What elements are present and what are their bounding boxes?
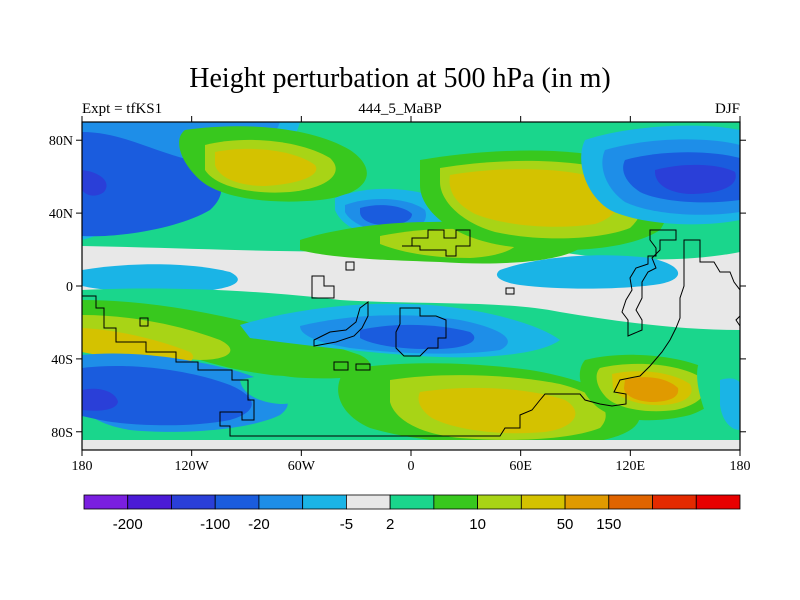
colorbar-swatch <box>564 494 610 510</box>
contour-region <box>720 378 740 430</box>
y-tick-label: 80N <box>49 134 73 149</box>
y-tick-label: 40N <box>49 207 73 222</box>
x-tick-label: 120W <box>175 459 210 474</box>
contour-region <box>82 300 371 379</box>
colorbar-swatch <box>214 494 260 510</box>
colorbar-swatch <box>433 494 479 510</box>
colorbar-swatch <box>652 494 697 510</box>
colorbar-swatch <box>127 494 172 510</box>
experiment-label: Expt = tfKS1 <box>82 101 163 117</box>
contour-region <box>82 440 740 450</box>
y-tick-label: 0 <box>66 280 73 295</box>
colorbar-swatch <box>608 494 653 510</box>
colorbar-label: -5 <box>340 516 353 533</box>
colorbar-swatch <box>302 494 347 510</box>
colorbar-label: 10 <box>469 516 486 533</box>
colorbar-swatch <box>345 494 391 510</box>
colorbar-swatch <box>258 494 304 510</box>
coastline <box>735 315 740 327</box>
x-tick-label: 0 <box>408 459 415 474</box>
colorbar-label: 2 <box>386 516 394 533</box>
y-tick-label: 80S <box>51 426 73 441</box>
contour-region <box>82 264 238 293</box>
coastline <box>333 361 349 371</box>
colorbar-swatch <box>171 494 216 510</box>
contour-region <box>82 365 252 426</box>
figure-title: Height perturbation at 500 hPa (in m) <box>189 63 611 94</box>
contour-region <box>360 205 412 226</box>
coastline <box>139 317 149 327</box>
contour-field <box>82 122 740 450</box>
colorbar-swatch <box>389 494 435 510</box>
colorbar-label: -200 <box>113 516 143 533</box>
x-tick-label: 120E <box>616 459 646 474</box>
colorbar-swatch <box>695 494 741 510</box>
coastline <box>345 261 355 271</box>
contour-region <box>624 377 679 402</box>
coastline <box>82 239 740 437</box>
colorbar-label: 150 <box>596 516 621 533</box>
colorbar-label: -20 <box>248 516 270 533</box>
contour-region <box>449 169 620 227</box>
x-tick-label: 180 <box>730 459 751 474</box>
contour-region <box>82 132 222 237</box>
contour-region <box>240 375 313 404</box>
coastline <box>395 307 447 357</box>
colorbar: -200 -100 -20 -5 2 10 50 150 <box>83 494 741 533</box>
contour-region <box>496 255 679 289</box>
season-label: DJF <box>714 101 740 117</box>
colorbar-swatch <box>477 494 522 510</box>
colorbar-swatch <box>520 494 566 510</box>
contour-region <box>654 164 736 194</box>
coastline <box>402 229 471 257</box>
contour-region <box>215 148 317 186</box>
contour-region <box>82 388 118 411</box>
colorbar-label: -100 <box>200 516 230 533</box>
axis-ticks: 180 120W 60W 0 60E 120E 180 80N 40N 0 40S 80S <box>49 116 751 474</box>
coastlines <box>82 229 740 437</box>
x-tick-label: 60W <box>288 459 316 474</box>
coastline <box>355 363 371 371</box>
contour-region <box>418 387 576 434</box>
coastline <box>505 287 515 295</box>
coastline <box>621 229 677 337</box>
x-tick-label: 180 <box>72 459 93 474</box>
contour-region <box>82 170 107 196</box>
y-tick-label: 40S <box>51 353 73 368</box>
coastline <box>313 301 369 347</box>
x-tick-label: 60E <box>509 459 532 474</box>
case-label: 444_5_MaBP <box>358 101 442 117</box>
coastline <box>311 275 335 299</box>
colorbar-label: 50 <box>557 516 574 533</box>
colorbar-swatch <box>83 494 129 510</box>
